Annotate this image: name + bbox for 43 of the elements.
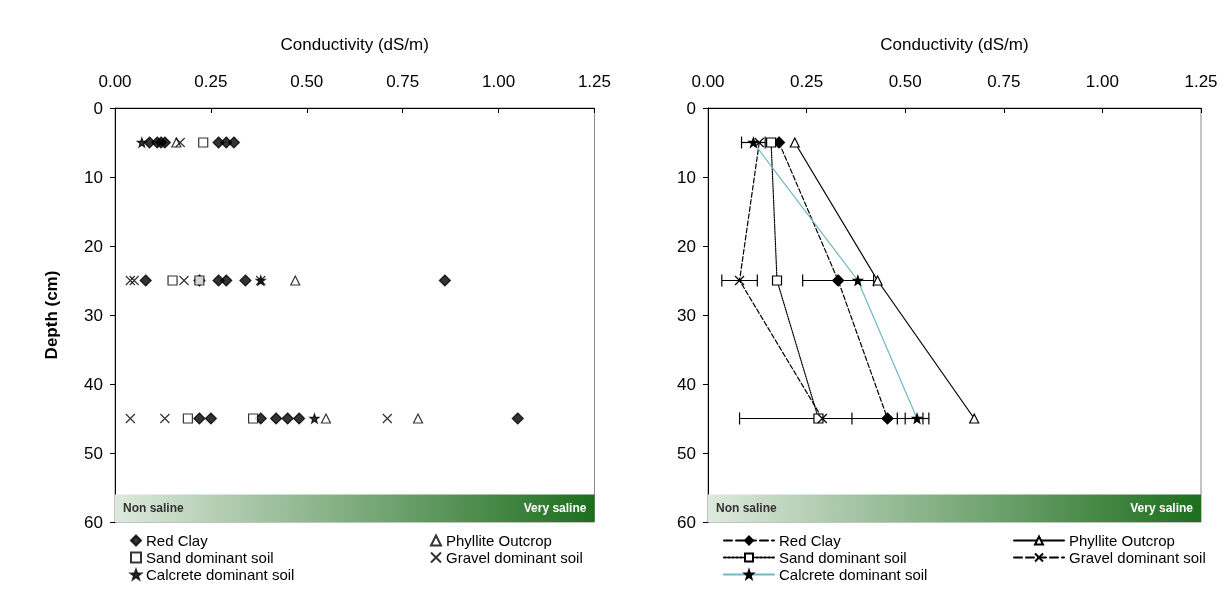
y-tick-label: 40	[677, 374, 696, 394]
legend-label: Gravel dominant soil	[446, 549, 583, 566]
legend-label: Red Clay	[779, 532, 842, 549]
legend-label: Calcrete dominant soil	[146, 566, 295, 583]
y-tick-label: 60	[677, 512, 696, 532]
y-tick-label: 50	[677, 443, 696, 463]
x-tick-label: 0.75	[987, 72, 1021, 91]
x-tick-label: 0.50	[290, 72, 324, 91]
legend-label: Sand dominant soil	[146, 549, 274, 566]
y-tick-label: 30	[677, 305, 696, 325]
x-tick-label: 0.00	[98, 72, 132, 91]
legend-label: Calcrete dominant soil	[779, 566, 928, 583]
y-tick-label: 10	[677, 167, 696, 187]
x-axis-title: Conductivity (dS/m)	[880, 35, 1029, 54]
legend-label: Red Clay	[146, 532, 209, 549]
y-tick-label: 0	[686, 98, 696, 118]
y-tick-label: 0	[93, 98, 103, 118]
y-tick-label: 20	[677, 236, 696, 256]
x-tick-label: 0.00	[691, 72, 725, 91]
x-tick-label: 1.25	[577, 72, 611, 91]
annotation: Non saline	[716, 501, 778, 516]
x-tick-label: 1.25	[1184, 72, 1218, 91]
x-tick-label: 0.25	[194, 72, 228, 91]
y-tick-label: 20	[84, 236, 103, 256]
x-axis-title: Conductivity (dS/m)	[280, 35, 429, 54]
y-tick-label: 50	[84, 443, 103, 463]
legend-label: Gravel dominant soil	[1069, 549, 1206, 566]
x-tick-label: 1.00	[1085, 72, 1119, 91]
y-tick-label: 10	[84, 167, 103, 187]
legend-label: Phyllite Outcrop	[1069, 532, 1175, 549]
legend-label: Sand dominant soil	[779, 549, 907, 566]
y-tick-label: 40	[84, 374, 103, 394]
y-axis-title: Depth (cm)	[42, 270, 61, 360]
annotation: Very saline	[1130, 501, 1194, 516]
y-tick-label: 60	[84, 512, 103, 532]
y-tick-label: 30	[84, 305, 103, 325]
x-tick-label: 0.25	[790, 72, 824, 91]
x-tick-label: 0.50	[888, 72, 922, 91]
annotation: Non saline	[123, 501, 185, 516]
legend-label: Phyllite Outcrop	[446, 532, 552, 549]
x-tick-label: 1.00	[482, 72, 516, 91]
annotation: Very saline	[523, 501, 587, 516]
x-tick-label: 0.75	[386, 72, 420, 91]
